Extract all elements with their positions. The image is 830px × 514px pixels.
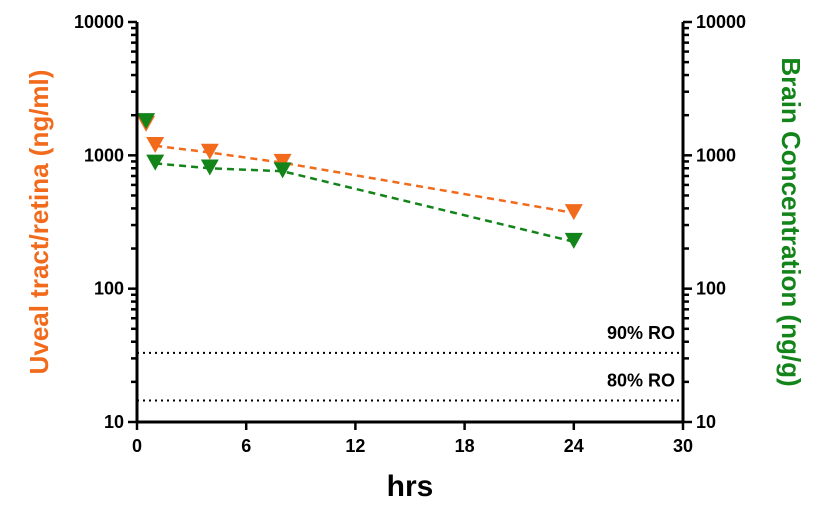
x-tick-label: 18 xyxy=(455,436,475,456)
data-point xyxy=(273,162,292,179)
x-tick-label: 6 xyxy=(241,436,251,456)
x-tick-label: 0 xyxy=(132,436,142,456)
data-point xyxy=(564,204,583,221)
y-tick-label-right: 10000 xyxy=(696,12,746,32)
series-line xyxy=(155,144,575,215)
y-tick-label-left: 10 xyxy=(104,412,124,432)
y-axis-label-left: Uveal tract/retina (ng/ml) xyxy=(24,70,54,375)
data-point xyxy=(564,232,583,249)
series-layer xyxy=(137,113,583,249)
reference-line-label: 80% RO xyxy=(607,370,675,390)
data-point xyxy=(200,159,219,176)
data-point xyxy=(273,153,292,170)
x-tick-label: 12 xyxy=(345,436,365,456)
y-tick-label-right: 1000 xyxy=(696,145,736,165)
y-tick-label-right: 10 xyxy=(696,412,716,432)
data-point xyxy=(146,154,165,171)
reference-line-label: 90% RO xyxy=(607,323,675,343)
x-axis-label: hrs xyxy=(387,470,434,503)
x-tick-label: 24 xyxy=(564,436,584,456)
data-point xyxy=(137,113,156,130)
y-tick-label-right: 100 xyxy=(696,279,726,299)
data-point xyxy=(200,143,219,160)
data-point xyxy=(146,136,165,153)
y-tick-label-left: 10000 xyxy=(74,12,124,32)
series-line xyxy=(155,162,575,243)
axes xyxy=(135,22,685,424)
y-tick-label-left: 100 xyxy=(94,279,124,299)
y-axis-label-right: Brain Concentration (ng/g) xyxy=(776,57,806,386)
series xyxy=(137,113,583,249)
x-tick-label: 30 xyxy=(673,436,693,456)
y-tick-label-left: 1000 xyxy=(84,145,124,165)
reference-lines: 90% RO 80% RO xyxy=(137,323,683,402)
